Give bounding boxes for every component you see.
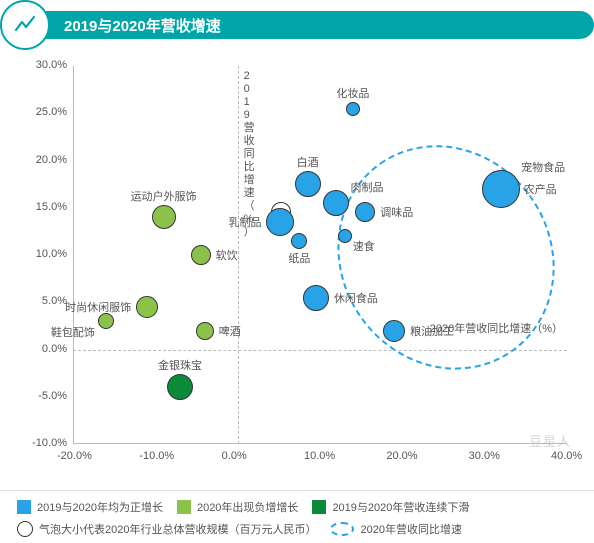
bubble	[355, 202, 375, 222]
bubble	[295, 171, 321, 197]
y-tick: 25.0%	[21, 106, 67, 118]
bubble-label: 宠物食品	[521, 159, 565, 175]
title-bar: 2019与2020年营收增速	[46, 11, 594, 39]
bubble-label: 化妆品	[336, 85, 369, 101]
x-tick: 30.0%	[469, 450, 500, 462]
legend-item: 气泡大小代表2020年行业总体营收规模（百万元人民币）	[17, 521, 316, 537]
bubble	[98, 313, 114, 329]
bubble	[482, 170, 520, 208]
x-tick: 10.0%	[304, 450, 335, 462]
bubble-label: 软饮	[216, 247, 238, 263]
bubble-label: 时尚休闲服饰	[65, 299, 131, 315]
highlight-ellipse	[293, 102, 594, 411]
bubble	[291, 233, 307, 249]
bubble-label: 调味品	[380, 204, 413, 220]
bubble	[346, 102, 360, 116]
bubble	[167, 374, 193, 400]
legend-swatch	[177, 500, 191, 514]
bubble	[196, 322, 214, 340]
bubble-label: 乳制品	[228, 214, 261, 230]
bubble-label: 纸品	[288, 250, 310, 266]
x-tick: 40.0%	[551, 450, 582, 462]
legend-row-2: 气泡大小代表2020年行业总体营收规模（百万元人民币） 2020年营收同比增速	[17, 521, 577, 537]
legend-text: 2020年出现负增增长	[197, 499, 298, 515]
y-tick: 30.0%	[21, 59, 67, 71]
bubble-chart: -20.0%-10.0%0.0%10.0%20.0%30.0%40.0%-10.…	[17, 60, 577, 490]
legend-text: 2019与2020年营收连续下滑	[332, 499, 469, 515]
x-tick: 20.0%	[386, 450, 417, 462]
chart-line-icon	[0, 0, 50, 50]
legend-swatch	[312, 500, 326, 514]
legend-circle-icon	[17, 521, 33, 537]
x-tick: 0.0%	[222, 450, 247, 462]
legend-item: 2020年出现负增增长	[177, 499, 298, 515]
bubble	[323, 190, 349, 216]
legend-dash-icon	[330, 522, 354, 536]
bubble	[338, 229, 352, 243]
bubble-label: 金银珠宝	[158, 357, 202, 373]
y-tick: -10.0%	[21, 437, 67, 449]
chart-title: 2019与2020年营收增速	[64, 15, 221, 36]
y-tick: 5.0%	[21, 295, 67, 307]
bubble-label: 白酒	[297, 154, 319, 170]
bubble-label: 速食	[353, 238, 375, 254]
header: 2019与2020年营收增速	[0, 0, 594, 50]
plot-area: -20.0%-10.0%0.0%10.0%20.0%30.0%40.0%-10.…	[73, 66, 567, 444]
legend-swatch	[17, 500, 31, 514]
bubble	[303, 285, 329, 311]
x-tick: -20.0%	[57, 450, 92, 462]
legend-separator	[0, 490, 594, 491]
legend: 2019与2020年均为正增长 2020年出现负增增长 2019与2020年营收连续…	[13, 491, 581, 537]
x-tick: -10.0%	[139, 450, 174, 462]
y-tick: 10.0%	[21, 248, 67, 260]
bubble-label: 鞋包配饰	[51, 324, 95, 340]
y-tick: 0.0%	[21, 343, 67, 355]
legend-text: 2020年营收同比增速	[360, 521, 461, 537]
bubble	[266, 208, 294, 236]
bubble	[136, 296, 158, 318]
legend-row-1: 2019与2020年均为正增长 2020年出现负增增长 2019与2020年营收连续…	[17, 499, 577, 515]
legend-item: 2019与2020年均为正增长	[17, 499, 163, 515]
bubble-label: 休闲食品	[334, 290, 378, 306]
y-tick: 15.0%	[21, 201, 67, 213]
bubble	[383, 320, 405, 342]
bubble-label: 农产品	[524, 181, 557, 197]
bubble	[152, 205, 176, 229]
y-tick: -5.0%	[21, 390, 67, 402]
bubble	[191, 245, 211, 265]
bubble-label: 啤酒	[219, 323, 241, 339]
bubble-label: 肉制品	[350, 179, 383, 195]
watermark: 豆星人	[529, 431, 571, 450]
y-tick: 20.0%	[21, 154, 67, 166]
legend-item: 2019与2020年营收连续下滑	[312, 499, 469, 515]
legend-item: 2020年营收同比增速	[330, 521, 461, 537]
legend-text: 气泡大小代表2020年行业总体营收规模（百万元人民币）	[39, 521, 316, 537]
legend-text: 2019与2020年均为正增长	[37, 499, 163, 515]
bubble-label: 运动户外服饰	[131, 188, 197, 204]
bubble-label: 粮油加工	[410, 323, 454, 339]
